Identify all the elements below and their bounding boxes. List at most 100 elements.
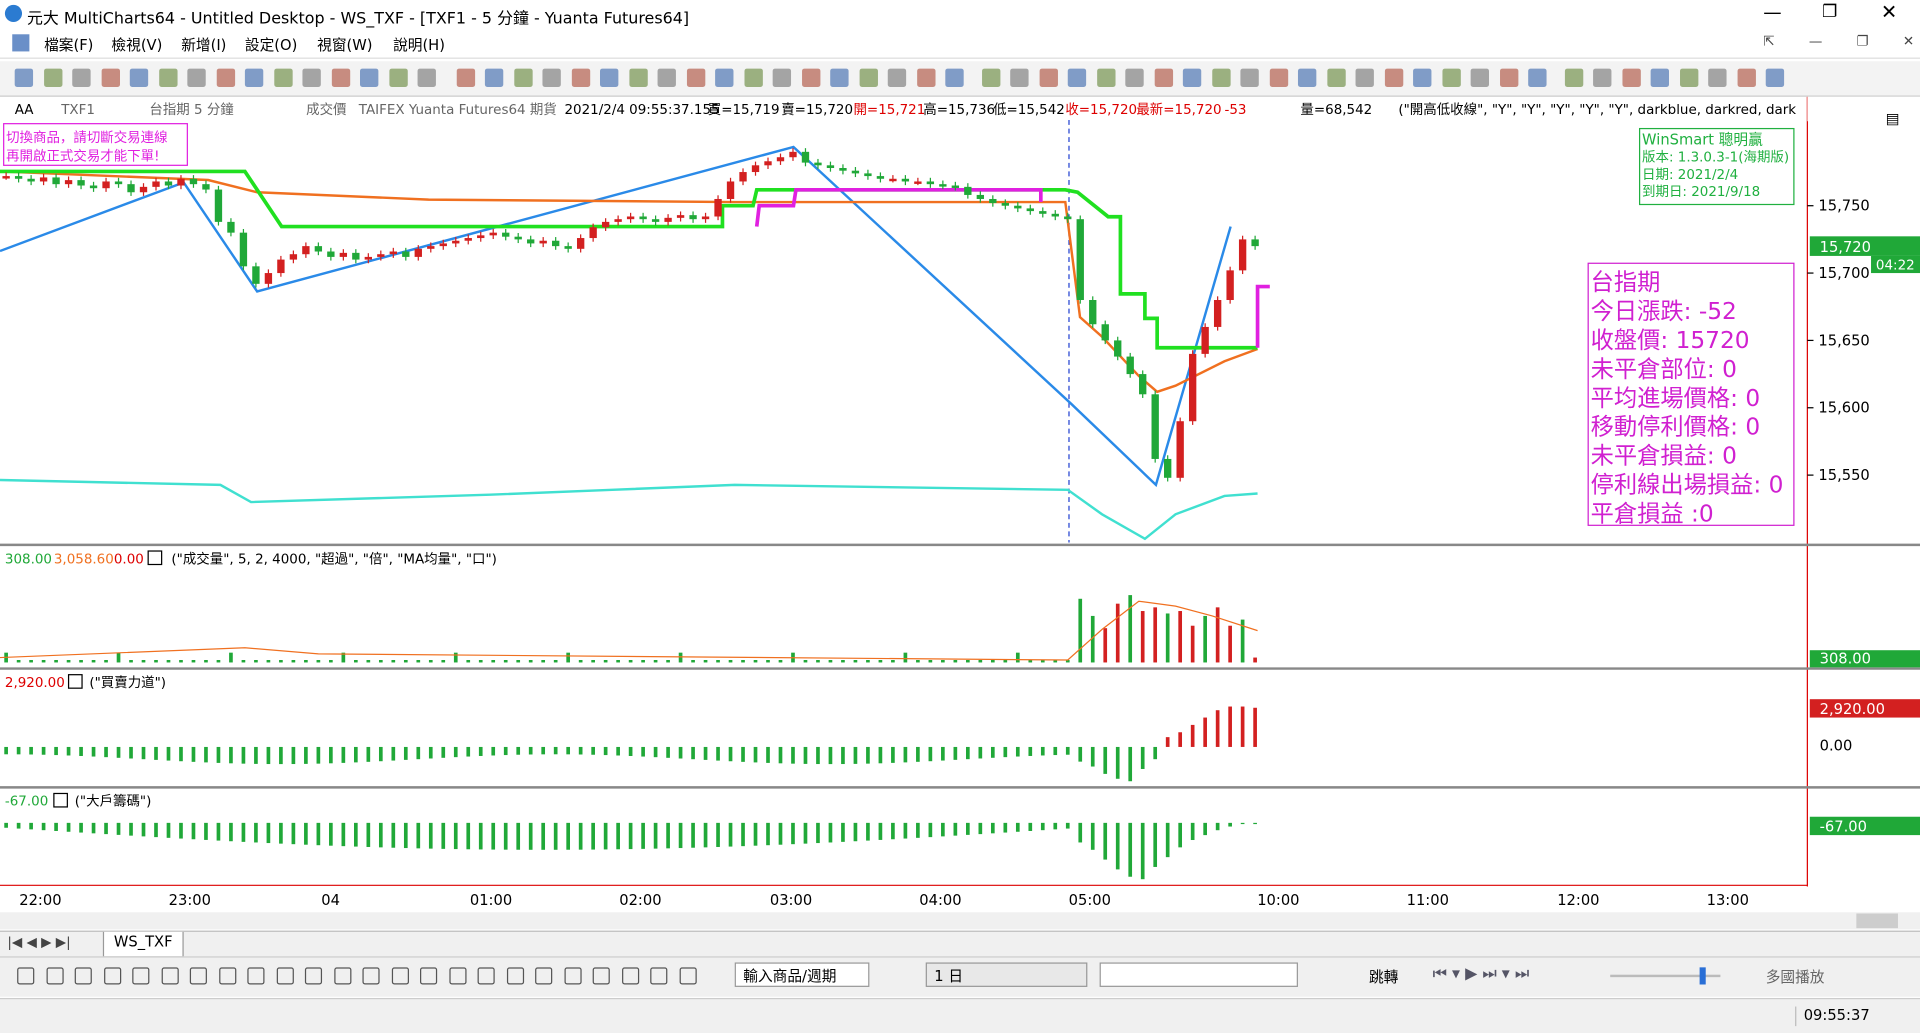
tool-button[interactable]	[1010, 68, 1029, 87]
tool-button[interactable]	[801, 68, 820, 87]
minimize[interactable]: —	[1763, 1, 1782, 24]
tool-button[interactable]	[830, 68, 849, 87]
menu-item[interactable]: 說明(H)	[393, 36, 445, 54]
tool-button[interactable]	[686, 68, 705, 87]
draw-tool[interactable]	[678, 967, 697, 985]
draw-tool[interactable]	[362, 967, 380, 985]
tool-button[interactable]	[1593, 68, 1612, 87]
menu-item[interactable]: 新增(I)	[181, 36, 227, 54]
period-select[interactable]: 1 日	[925, 962, 1088, 987]
menu-item[interactable]: 檢視(V)	[111, 36, 163, 54]
slider-thumb[interactable]	[1699, 967, 1706, 985]
tool-button[interactable]	[456, 68, 475, 87]
tool-button[interactable]	[1708, 68, 1727, 87]
draw-tool[interactable]	[535, 967, 553, 985]
mdi-controls[interactable]: ⇱ — ❐ ✕	[1763, 33, 1915, 49]
close[interactable]: ✕	[1880, 0, 1898, 24]
tool-button[interactable]	[981, 68, 1000, 87]
tool-button[interactable]	[743, 68, 763, 87]
tool-button[interactable]	[360, 68, 379, 87]
tool-button[interactable]	[916, 68, 935, 87]
tool-button[interactable]	[302, 68, 321, 87]
tool-button[interactable]	[571, 68, 590, 87]
draw-tool[interactable]	[45, 967, 64, 985]
draw-tool[interactable]	[218, 967, 236, 985]
tool-button[interactable]	[715, 68, 734, 87]
tool-button[interactable]	[101, 68, 120, 87]
draw-tool[interactable]	[333, 967, 351, 985]
tool-button[interactable]	[600, 68, 619, 87]
tool-button[interactable]	[1499, 68, 1518, 87]
draw-tool[interactable]	[506, 967, 524, 985]
tool-button[interactable]	[1441, 68, 1461, 87]
draw-tool[interactable]	[189, 967, 207, 985]
draw-tool[interactable]	[563, 967, 582, 985]
tool-button[interactable]	[772, 68, 792, 87]
tool-button[interactable]	[1621, 68, 1641, 87]
draw-tool[interactable]	[391, 967, 409, 985]
tab-nav[interactable]: |◀ ◀ ▶ ▶|	[7, 934, 71, 951]
draw-tool[interactable]	[448, 967, 466, 985]
menu-item[interactable]: 檔案(F)	[44, 36, 94, 54]
tool-button[interactable]	[43, 68, 62, 87]
tool-button[interactable]	[1211, 68, 1231, 87]
draw-tool[interactable]	[276, 967, 294, 985]
tool-button[interactable]	[1297, 68, 1317, 87]
tool-button[interactable]	[158, 68, 177, 87]
tool-button[interactable]	[72, 68, 91, 87]
tool-button[interactable]	[628, 68, 648, 87]
tool-button[interactable]	[945, 68, 964, 87]
tool-button[interactable]	[1182, 68, 1202, 87]
tool-button[interactable]	[484, 68, 504, 87]
tool-button[interactable]	[1154, 68, 1173, 87]
draw-tool[interactable]	[420, 967, 438, 985]
tool-button[interactable]	[388, 68, 408, 87]
draw-tool[interactable]	[161, 967, 179, 985]
tool-button[interactable]	[1679, 68, 1698, 87]
tool-button[interactable]	[14, 68, 34, 87]
tool-button[interactable]	[1765, 68, 1785, 87]
tool-button[interactable]	[1355, 68, 1374, 87]
tool-button[interactable]	[187, 68, 206, 87]
tool-button[interactable]	[1038, 68, 1058, 87]
tool-button[interactable]	[1413, 68, 1432, 87]
tool-button[interactable]	[244, 68, 264, 87]
date-input[interactable]	[1099, 962, 1298, 987]
tool-button[interactable]	[129, 68, 149, 87]
speed-slider[interactable]	[1610, 974, 1721, 978]
tool-button[interactable]	[513, 68, 533, 87]
draw-tool[interactable]	[477, 967, 495, 985]
replay-controls[interactable]: ⏮ ▾ ▶ ⏭ ▾ ⏭	[1432, 964, 1530, 984]
symbol-input[interactable]: 輸入商品/週期	[734, 962, 870, 987]
tool-button[interactable]	[1470, 68, 1489, 87]
tool-button[interactable]	[1269, 68, 1288, 87]
tool-button[interactable]	[1736, 68, 1756, 87]
tool-button[interactable]	[1384, 68, 1403, 87]
menu-item[interactable]: 視窗(W)	[317, 36, 373, 54]
tool-button[interactable]	[417, 68, 436, 87]
tool-button[interactable]	[657, 68, 676, 87]
menu-item[interactable]: 設定(O)	[244, 36, 298, 54]
draw-tool[interactable]	[592, 967, 610, 985]
draw-tool[interactable]	[17, 967, 35, 985]
tab[interactable]: WS_TXF	[102, 931, 184, 958]
tool-button[interactable]	[1528, 68, 1547, 87]
tool-button[interactable]	[542, 68, 561, 87]
maximize[interactable]: ❐	[1822, 2, 1838, 23]
tool-button[interactable]	[1564, 68, 1583, 87]
tool-button[interactable]	[331, 68, 350, 87]
tool-button[interactable]	[1125, 68, 1144, 87]
tool-button[interactable]	[1067, 68, 1087, 87]
tool-button[interactable]	[216, 68, 235, 87]
replay-button[interactable]: 多國播放	[1765, 968, 1825, 986]
draw-tool[interactable]	[621, 967, 639, 985]
draw-tool[interactable]	[132, 967, 150, 985]
draw-tool[interactable]	[74, 967, 92, 985]
draw-tool[interactable]	[247, 967, 265, 985]
tool-button[interactable]	[1326, 68, 1346, 87]
tool-button[interactable]	[1240, 68, 1259, 87]
tool-button[interactable]	[887, 68, 907, 87]
draw-tool[interactable]	[304, 967, 323, 985]
tool-button[interactable]	[1096, 68, 1115, 87]
tool-button[interactable]	[858, 68, 878, 87]
